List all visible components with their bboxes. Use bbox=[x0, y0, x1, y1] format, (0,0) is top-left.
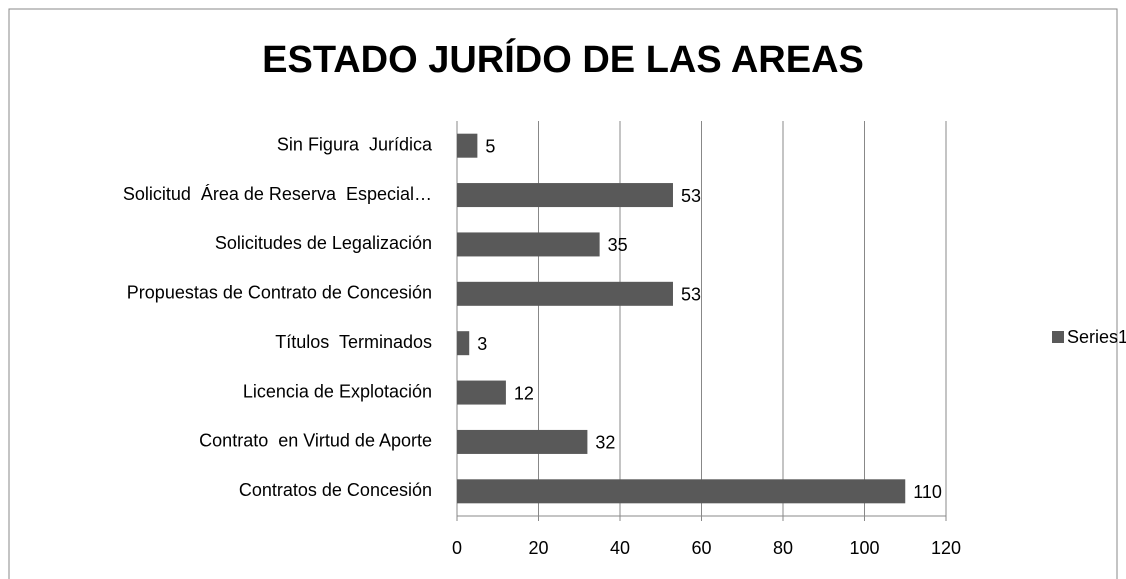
legend-label: Series1 bbox=[1067, 327, 1126, 347]
y-tick-label: Sin Figura Jurídica bbox=[277, 134, 433, 154]
chart-title: ESTADO JURÍDO DE LAS AREAS bbox=[262, 37, 864, 81]
bar bbox=[457, 429, 588, 454]
y-tick-label: Solicitud Área de Reserva Especial… bbox=[123, 184, 432, 204]
y-tick-label: Propuestas de Contrato de Concesión bbox=[127, 283, 432, 303]
y-tick-label: Solicitudes de Legalización bbox=[215, 233, 432, 253]
chart-border bbox=[8, 8, 1118, 579]
data-label: 32 bbox=[595, 433, 615, 453]
bar bbox=[457, 183, 673, 208]
data-label: 12 bbox=[514, 383, 534, 403]
bar bbox=[457, 479, 906, 504]
x-tick-label: 20 bbox=[528, 538, 548, 558]
x-tick-label: 80 bbox=[773, 538, 793, 558]
bar bbox=[457, 380, 506, 405]
x-tick-label: 0 bbox=[452, 538, 462, 558]
x-tick-label: 120 bbox=[931, 538, 961, 558]
bar bbox=[457, 281, 673, 306]
data-label: 35 bbox=[608, 235, 628, 255]
y-tick-label: Licencia de Explotación bbox=[243, 381, 432, 401]
y-tick-label: Títulos Terminados bbox=[275, 332, 432, 352]
x-tick-label: 100 bbox=[849, 538, 879, 558]
y-tick-label: Contrato en Virtud de Aporte bbox=[199, 431, 432, 451]
bar bbox=[457, 133, 478, 158]
x-tick-label: 60 bbox=[691, 538, 711, 558]
data-label: 53 bbox=[681, 186, 701, 206]
x-tick-label: 40 bbox=[610, 538, 630, 558]
data-label: 53 bbox=[681, 285, 701, 305]
y-tick-label: Contratos de Concesión bbox=[239, 480, 432, 500]
bar bbox=[457, 331, 470, 356]
data-label: 3 bbox=[477, 334, 487, 354]
bar bbox=[457, 232, 600, 257]
data-label: 110 bbox=[913, 482, 942, 502]
data-label: 5 bbox=[485, 136, 495, 156]
legend-swatch bbox=[1052, 331, 1064, 343]
